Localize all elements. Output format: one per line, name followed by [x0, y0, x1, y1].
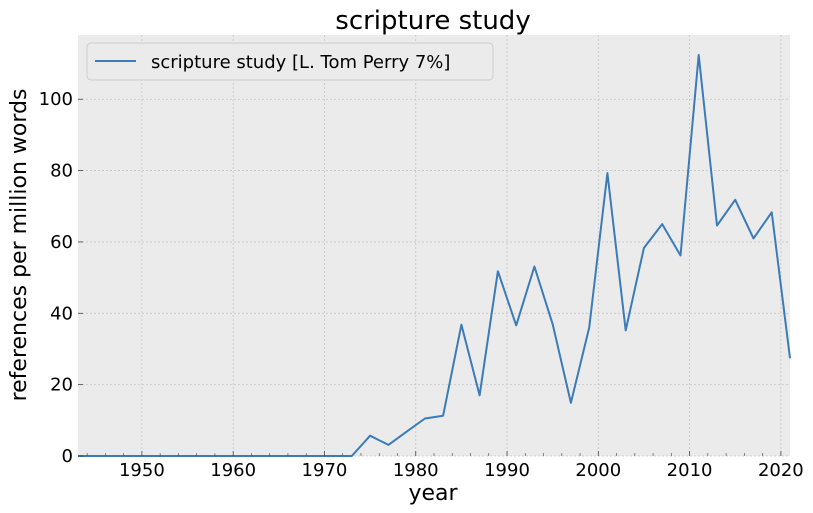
y-tick-label: 80 [50, 161, 73, 182]
legend: scripture study [L. Tom Perry 7%] [86, 42, 494, 81]
y-axis-title: references per million words [7, 89, 32, 402]
x-tick-label: 1980 [393, 460, 439, 481]
y-tick-label: 60 [50, 232, 73, 253]
x-tick-label: 2000 [575, 460, 621, 481]
x-tick-label: 1950 [119, 460, 165, 481]
x-tick-label: 2010 [667, 460, 713, 481]
y-tick-label: 40 [50, 303, 73, 324]
x-axis-title: year [408, 481, 458, 506]
legend-label: scripture study [L. Tom Perry 7%] [151, 52, 450, 73]
plot-area [78, 35, 790, 456]
y-tick-label: 20 [50, 375, 73, 396]
chart-title: scripture study [335, 6, 530, 36]
x-tick-label: 2020 [758, 460, 804, 481]
axes: 1950 1960 1970 1980 1990 2000 2010 2020 0 20 40 60 8… [39, 89, 804, 481]
x-tick-label: 1970 [302, 460, 348, 481]
x-tick-label: 1990 [484, 460, 530, 481]
x-tick-label: 1960 [210, 460, 256, 481]
legend-box [86, 42, 494, 81]
y-tick-label: 0 [62, 446, 73, 467]
y-tick-label: 100 [39, 89, 73, 110]
